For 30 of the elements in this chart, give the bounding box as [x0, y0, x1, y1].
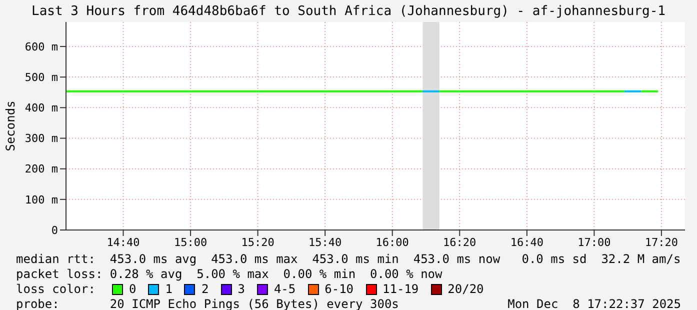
x-tick-label: 16:00 — [376, 236, 409, 249]
legend-title: loss color: — [16, 282, 96, 297]
x-tick-label: 16:20 — [443, 236, 476, 249]
legend-label: 3 — [236, 282, 245, 297]
y-tick-label: 500 m — [24, 70, 58, 84]
chart-title: Last 3 Hours from 464d48b6ba6f to South Africa (Johannesburg) - af-johannesburg-1 — [30, 4, 666, 21]
text: Mon Dec 8 17:22:37 2025 — [508, 297, 681, 310]
y-tick-label: 100 m — [24, 193, 58, 206]
y-tick-label: 200 m — [24, 162, 58, 176]
x-tick-label: 17:20 — [644, 236, 678, 249]
text: packet loss: 0.28 % avg 5.00 % max 0.00 % min 0.00 % now — [16, 267, 444, 282]
y-tick-label: 400 m — [24, 102, 58, 115]
x-tick-label: 14:40 — [106, 236, 140, 249]
legend-label: 2 — [200, 282, 209, 297]
y-tick-label: 300 m — [24, 132, 58, 146]
y-tick-label: 600 m — [24, 40, 58, 54]
legend-label: 1 — [164, 282, 172, 297]
text: median rtt: 453.0 ms avg 453.0 ms max 453.0 ms min 453.0 ms now 0.0 ms sd 32.2 M am/s — [16, 252, 681, 267]
legend-label: 4-5 — [272, 282, 296, 297]
legend-label: 0 — [128, 282, 136, 297]
y-tick-label: 0 — [51, 224, 58, 237]
x-tick-label: 15:40 — [308, 236, 342, 249]
legend-label: 11-19 — [382, 282, 419, 297]
x-tick-label: 16:40 — [510, 236, 544, 249]
legend-label: 20/20 — [446, 282, 484, 297]
x-tick-label: 15:20 — [241, 236, 274, 249]
x-tick-label: 17:00 — [578, 236, 611, 249]
y-axis-title: Seconds — [3, 100, 18, 152]
x-tick-label: 15:00 — [174, 236, 208, 249]
legend-label: 6-10 — [324, 282, 354, 297]
